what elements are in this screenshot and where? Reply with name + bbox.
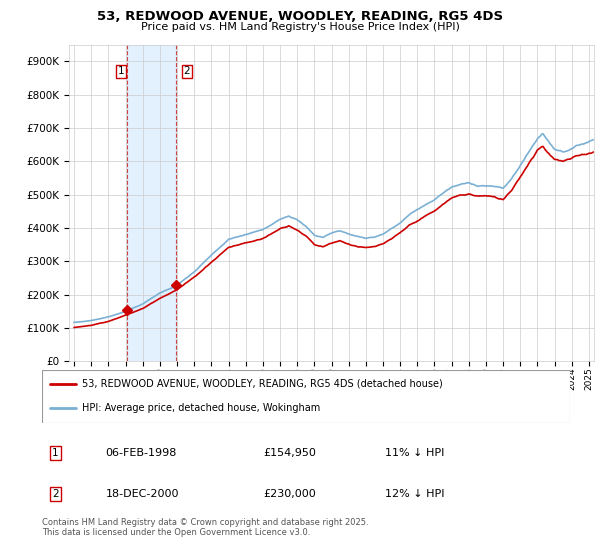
Text: 06-FEB-1998: 06-FEB-1998 bbox=[106, 448, 177, 458]
Text: 11% ↓ HPI: 11% ↓ HPI bbox=[385, 448, 445, 458]
Text: 1: 1 bbox=[52, 448, 59, 458]
Text: 1: 1 bbox=[118, 67, 124, 77]
Text: Price paid vs. HM Land Registry's House Price Index (HPI): Price paid vs. HM Land Registry's House … bbox=[140, 22, 460, 32]
Text: 53, REDWOOD AVENUE, WOODLEY, READING, RG5 4DS (detached house): 53, REDWOOD AVENUE, WOODLEY, READING, RG… bbox=[82, 379, 442, 389]
Text: 12% ↓ HPI: 12% ↓ HPI bbox=[385, 489, 445, 499]
Text: 2: 2 bbox=[52, 489, 59, 499]
Text: 53, REDWOOD AVENUE, WOODLEY, READING, RG5 4DS: 53, REDWOOD AVENUE, WOODLEY, READING, RG… bbox=[97, 10, 503, 23]
Text: 2: 2 bbox=[184, 67, 190, 77]
Text: HPI: Average price, detached house, Wokingham: HPI: Average price, detached house, Woki… bbox=[82, 403, 320, 413]
Text: 18-DEC-2000: 18-DEC-2000 bbox=[106, 489, 179, 499]
Text: £154,950: £154,950 bbox=[264, 448, 317, 458]
Text: £230,000: £230,000 bbox=[264, 489, 317, 499]
Text: Contains HM Land Registry data © Crown copyright and database right 2025.
This d: Contains HM Land Registry data © Crown c… bbox=[42, 518, 368, 538]
Bar bbox=[127, 45, 176, 361]
